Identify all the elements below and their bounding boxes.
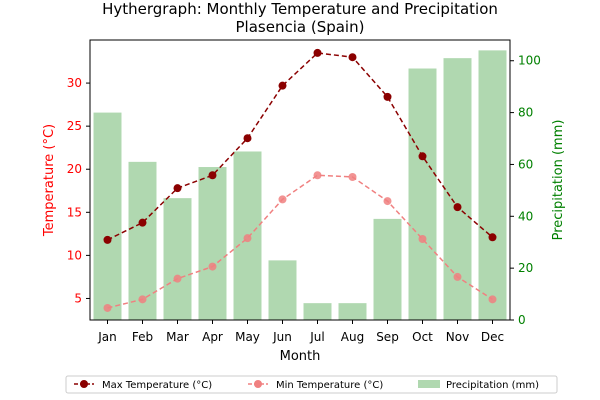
max-temp-point-jun bbox=[278, 81, 287, 90]
min-temp-point-sep bbox=[383, 197, 392, 206]
precipitation-bar-oct bbox=[408, 68, 437, 320]
precipitation-bar-dec bbox=[478, 50, 507, 321]
max-temp-point-dec bbox=[488, 233, 497, 242]
x-tick-label: Dec bbox=[481, 330, 504, 344]
y-right-tick-label: 0 bbox=[518, 313, 526, 327]
y-axis-label-left: Temperature (°C) bbox=[42, 124, 57, 237]
x-tick-label: Apr bbox=[202, 330, 223, 344]
precipitation-bar-jul bbox=[303, 303, 332, 320]
legend-entry-label: Precipitation (mm) bbox=[446, 380, 539, 391]
x-tick-label: Mar bbox=[166, 330, 189, 344]
min-temp-point-oct bbox=[418, 235, 427, 244]
max-temp-point-oct bbox=[418, 152, 427, 161]
min-temp-point-may bbox=[243, 234, 252, 243]
min-temp-point-mar bbox=[173, 274, 182, 283]
y-right-tick-label: 20 bbox=[518, 261, 533, 275]
precipitation-bar-mar bbox=[163, 198, 192, 320]
x-tick-label: Nov bbox=[446, 330, 469, 344]
legend-entry-label: Max Temperature (°C) bbox=[102, 380, 212, 391]
min-temp-point-jul bbox=[313, 171, 322, 180]
y-axis-right: 0 20 40 60 80 100 bbox=[510, 54, 541, 327]
min-temp-point-nov bbox=[453, 272, 462, 281]
y-right-tick-label: 80 bbox=[518, 106, 533, 120]
max-temp-point-aug bbox=[348, 53, 357, 62]
y-left-tick-label: 20 bbox=[67, 162, 82, 176]
legend-marker bbox=[254, 380, 262, 388]
min-temp-line bbox=[107, 174, 493, 309]
y-left-tick-label: 15 bbox=[67, 205, 82, 219]
legend-bar-swatch bbox=[418, 380, 440, 388]
max-temp-point-jan bbox=[103, 235, 112, 244]
legend: Max Temperature (°C) Min Temperature (°C)… bbox=[65, 375, 558, 394]
y-right-tick-label: 100 bbox=[518, 54, 541, 68]
min-temp-point-aug bbox=[348, 172, 357, 181]
precipitation-bar-jun bbox=[268, 260, 297, 320]
precipitation-bars bbox=[93, 50, 507, 321]
min-temp-point-feb bbox=[138, 295, 147, 304]
x-tick-label: Feb bbox=[132, 330, 153, 344]
max-temp-point-sep bbox=[383, 92, 392, 101]
legend-entry-label: Min Temperature (°C) bbox=[276, 380, 383, 391]
temperature-lines bbox=[103, 48, 497, 312]
min-temp-point-apr bbox=[208, 262, 217, 271]
precipitation-bar-feb bbox=[128, 161, 157, 320]
max-temp-point-apr bbox=[208, 171, 217, 180]
x-axis: Jan Feb Mar Apr May Jun Jul Aug Sep Oct Nov Dec bbox=[97, 320, 504, 344]
y-left-tick-label: 10 bbox=[67, 248, 82, 262]
x-tick-label: Jun bbox=[272, 330, 292, 344]
x-tick-label: May bbox=[235, 330, 260, 344]
precipitation-bar-aug bbox=[338, 303, 367, 320]
chart-title: Hythergraph: Monthly Temperature and Pre… bbox=[102, 0, 498, 18]
max-temp-point-nov bbox=[453, 203, 462, 212]
chart-subtitle: Plasencia (Spain) bbox=[236, 18, 365, 36]
x-axis-label: Month bbox=[280, 349, 321, 364]
x-tick-label: Aug bbox=[341, 330, 364, 344]
max-temp-point-mar bbox=[173, 184, 182, 193]
y-axis-left: 5 10 15 20 25 30 bbox=[67, 76, 90, 305]
max-temp-point-jul bbox=[313, 48, 322, 57]
precipitation-bar-apr bbox=[198, 167, 227, 320]
y-left-tick-label: 25 bbox=[67, 119, 82, 133]
min-temp-point-jan bbox=[103, 303, 112, 312]
y-left-tick-label: 30 bbox=[67, 76, 82, 90]
max-temp-point-may bbox=[243, 134, 252, 143]
x-tick-label: Oct bbox=[412, 330, 433, 344]
min-temp-point-jun bbox=[278, 195, 287, 204]
max-temp-point-feb bbox=[138, 218, 147, 227]
x-tick-label: Jan bbox=[97, 330, 117, 344]
precipitation-bar-sep bbox=[373, 218, 402, 320]
precipitation-bar-jan bbox=[93, 112, 122, 320]
x-tick-label: Sep bbox=[376, 330, 399, 344]
y-right-tick-label: 60 bbox=[518, 157, 533, 171]
y-left-tick-label: 5 bbox=[74, 291, 82, 305]
y-axis-label-right: Precipitation (mm) bbox=[551, 120, 566, 241]
y-right-tick-label: 40 bbox=[518, 209, 533, 223]
legend-marker bbox=[80, 380, 88, 388]
plot-frame bbox=[89, 39, 511, 321]
x-tick-label: Jul bbox=[309, 330, 324, 344]
min-temp-point-dec bbox=[488, 295, 497, 304]
